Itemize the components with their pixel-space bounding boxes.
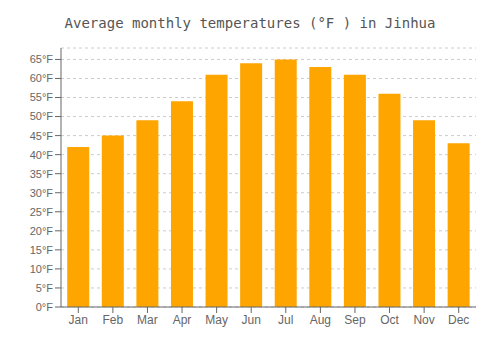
svg-text:Jul: Jul: [278, 313, 293, 327]
svg-text:5°F: 5°F: [36, 282, 54, 294]
svg-text:45°F: 45°F: [30, 130, 54, 142]
svg-text:Nov: Nov: [413, 313, 434, 327]
svg-text:Mar: Mar: [137, 313, 158, 327]
svg-text:Apr: Apr: [173, 313, 192, 327]
svg-text:30°F: 30°F: [30, 187, 54, 199]
svg-text:15°F: 15°F: [30, 244, 54, 256]
svg-text:Dec: Dec: [448, 313, 469, 327]
svg-text:40°F: 40°F: [30, 149, 54, 161]
svg-text:60°F: 60°F: [30, 72, 54, 84]
svg-text:20°F: 20°F: [30, 225, 54, 237]
svg-text:50°F: 50°F: [30, 110, 54, 122]
svg-text:Feb: Feb: [103, 313, 124, 327]
svg-text:10°F: 10°F: [30, 263, 54, 275]
svg-text:Sep: Sep: [344, 313, 366, 327]
svg-text:35°F: 35°F: [30, 168, 54, 180]
svg-text:25°F: 25°F: [30, 206, 54, 218]
html-text:Average monthly temperatures (: Average monthly temperatures (°F ) in Ji…: [64, 15, 436, 31]
svg-text:Oct: Oct: [380, 313, 399, 327]
svg-text:65°F: 65°F: [30, 53, 54, 65]
svg-text:Jan: Jan: [69, 313, 88, 327]
svg-text:0°F: 0°F: [36, 301, 54, 313]
svg-text:May: May: [205, 313, 228, 327]
svg-text:55°F: 55°F: [30, 91, 54, 103]
svg-text:Jun: Jun: [242, 313, 261, 327]
svg-text:Aug: Aug: [310, 313, 331, 327]
